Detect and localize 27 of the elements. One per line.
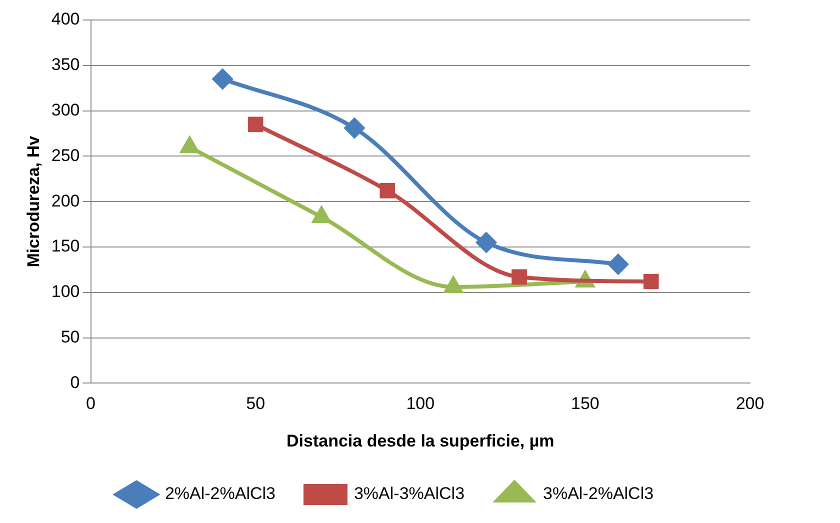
x-tick-label: 0 [86, 394, 96, 414]
y-tick-label: 0 [70, 372, 80, 392]
y-tick-label: 350 [51, 55, 80, 74]
point [476, 232, 496, 252]
point [380, 183, 396, 198]
point [608, 254, 628, 274]
x-tick-label: 100 [406, 394, 435, 414]
point [212, 69, 233, 90]
x-tick-label: 50 [246, 394, 266, 414]
point [512, 269, 527, 285]
point [643, 274, 659, 290]
legend-label: 2%Al-2%AlCl3 [164, 484, 276, 504]
y-tick-label: 50 [60, 327, 80, 346]
y-tick-label: 100 [51, 282, 80, 302]
legend-label: 3%Al-3%AlCl3 [354, 484, 465, 504]
x-tick-label: 200 [736, 394, 764, 414]
point [344, 118, 364, 138]
y-tick-label: 400 [51, 10, 80, 29]
point [248, 116, 264, 132]
y-tick-label: 150 [51, 236, 80, 256]
x-tick-label: 150 [571, 394, 600, 414]
legend-label: 3%Al-2%AlCl3 [543, 484, 654, 504]
y-axis-title: Microdureza, Hv [24, 135, 43, 268]
y-tick-label: 250 [51, 146, 80, 165]
y-tick-label: 200 [51, 191, 80, 210]
x-axis-title: Distancia desde la superficie, µm [286, 431, 554, 450]
y-tick-label: 300 [51, 100, 80, 120]
